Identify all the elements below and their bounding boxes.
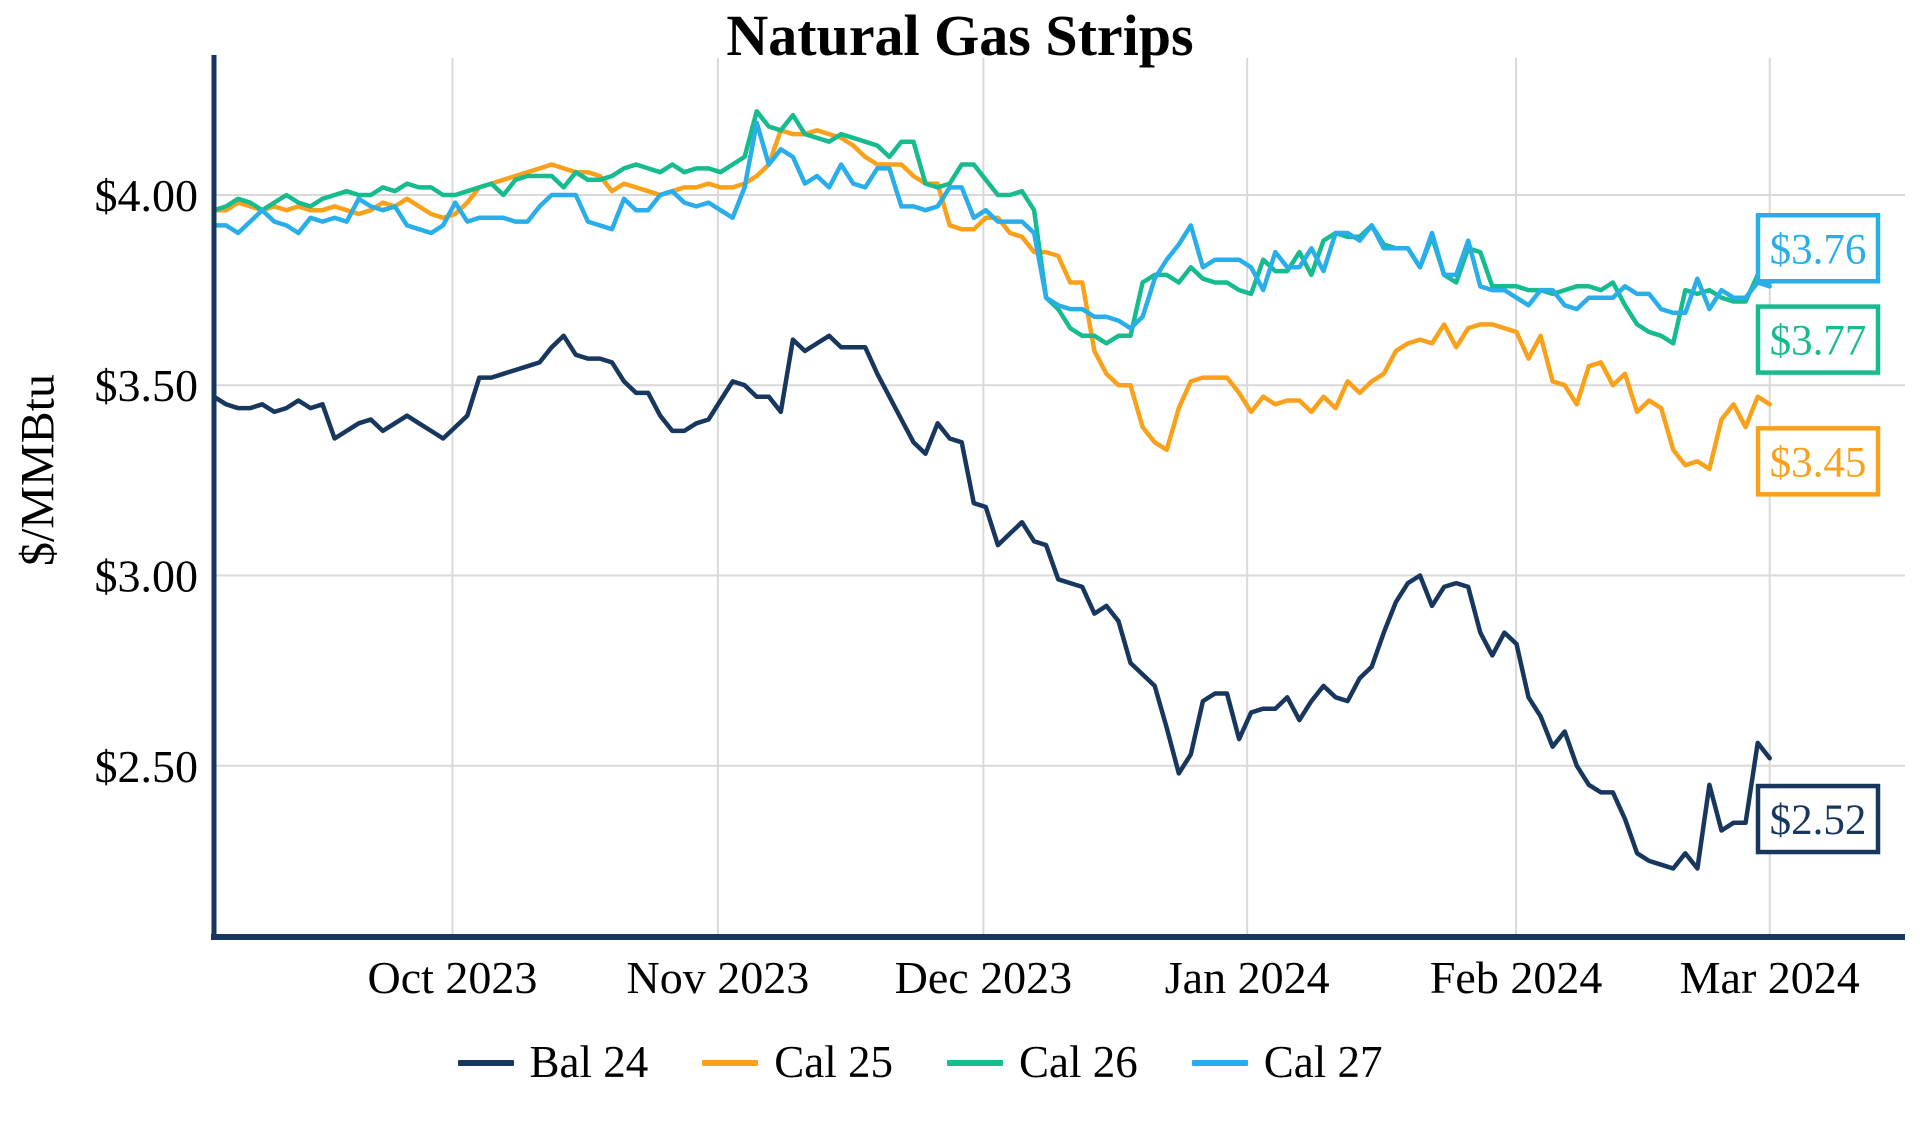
series-line-bal-24 <box>211 333 1772 871</box>
y-axis-tick-label: $2.50 <box>95 741 199 792</box>
chart-title: Natural Gas Strips <box>726 3 1194 68</box>
legend-item-cal-26: Cal 26 <box>947 1040 1138 1085</box>
y-axis-tick-label: $4.00 <box>95 170 199 221</box>
legend-swatch-bal-24 <box>457 1059 514 1066</box>
legend-swatch-cal-27 <box>1191 1059 1248 1066</box>
x-axis-tick-label: Jan 2024 <box>1165 952 1330 1003</box>
end-value-box-cal-25 <box>1755 426 1881 497</box>
legend-label-cal-25: Cal 25 <box>774 1037 893 1087</box>
x-axis-tick-label: Oct 2023 <box>367 952 537 1003</box>
end-value-label-cal-27: $3.76 <box>1770 226 1867 273</box>
legend-item-cal-25: Cal 25 <box>702 1040 893 1085</box>
end-value-box-bal-24 <box>1755 783 1881 855</box>
series-line-cal-26 <box>211 109 1772 346</box>
y-axis-tick-label: $3.00 <box>95 551 199 602</box>
y-axis-tick-label: $3.50 <box>95 360 199 411</box>
chart-legend: Bal 24 Cal 25 Cal 26 Cal 27 <box>0 1040 1840 1085</box>
legend-label-cal-26: Cal 26 <box>1019 1037 1138 1087</box>
legend-label-bal-24: Bal 24 <box>529 1037 649 1087</box>
end-value-box-cal-26 <box>1755 304 1881 375</box>
end-value-box-cal-27 <box>1755 213 1881 284</box>
x-axis-tick-label: Nov 2023 <box>627 952 810 1003</box>
legend-label-cal-27: Cal 27 <box>1263 1037 1383 1087</box>
legend-item-cal-27: Cal 27 <box>1191 1037 1383 1087</box>
x-axis-tick-label: Mar 2024 <box>1680 952 1860 1003</box>
end-value-label-cal-25: $3.45 <box>1770 439 1867 486</box>
end-value-label-bal-24: $2.52 <box>1770 797 1867 844</box>
legend-swatch-cal-25 <box>702 1059 759 1066</box>
series-line-cal-25 <box>211 128 1772 472</box>
legend-item-bal-24: Bal 24 <box>457 1037 649 1087</box>
x-axis-tick-label: Feb 2024 <box>1430 952 1603 1003</box>
x-axis-tick-label: Dec 2023 <box>895 952 1073 1003</box>
series-line-cal-27 <box>211 120 1772 331</box>
legend-swatch-cal-26 <box>947 1059 1003 1066</box>
end-value-label-cal-26: $3.77 <box>1770 318 1867 365</box>
